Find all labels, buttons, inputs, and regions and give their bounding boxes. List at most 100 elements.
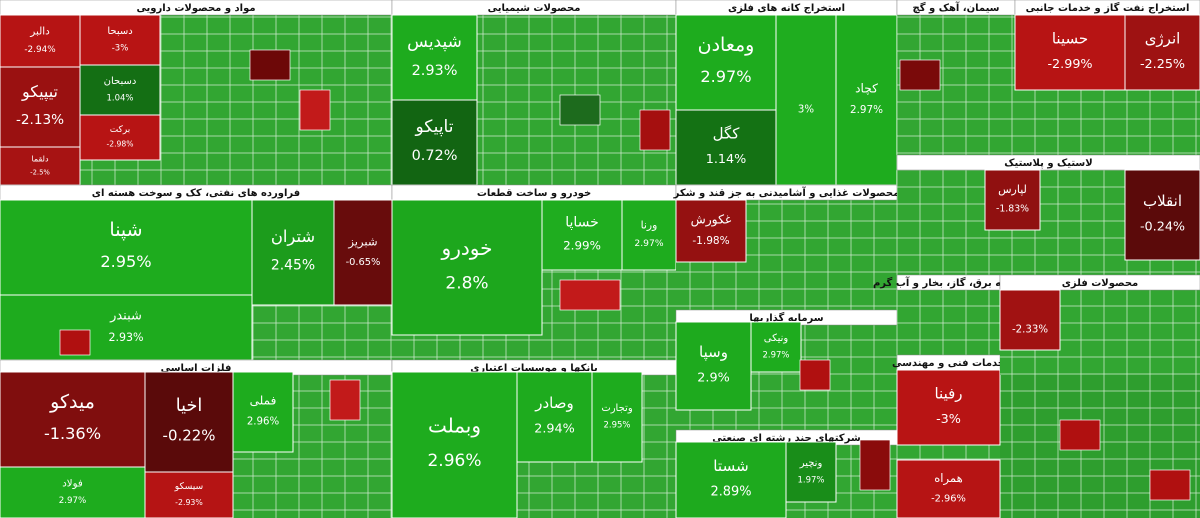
tile-value: 1.97% (797, 476, 824, 486)
tile-label: تاپیکو (415, 117, 454, 137)
tile-value: 2.97% (850, 104, 883, 116)
tile-label: غکورش (691, 211, 732, 227)
tile-label: برکت (110, 125, 131, 135)
tile-value: -1.98% (692, 235, 729, 247)
filler-tile (859, 439, 891, 491)
tile-value: -3% (112, 44, 129, 54)
tile-value: 2.95% (603, 421, 630, 431)
tile-value: 1.04% (106, 94, 133, 104)
tile (0, 199, 253, 296)
tile-value: -0.22% (163, 427, 216, 445)
tile-label: کگل (713, 125, 741, 143)
tile-label: شبریز (347, 235, 377, 250)
tile (675, 14, 777, 111)
tile-label: وسپا (699, 343, 728, 362)
tile-value: -1.83% (996, 203, 1029, 214)
tile-label: شپدیس (407, 32, 462, 52)
tile (675, 321, 752, 411)
sector-title: سرمایه گذاریها (749, 311, 823, 324)
tile-label: وتجارت (601, 403, 633, 414)
tile-label: شستا (713, 457, 749, 475)
tile-value: -2.13% (16, 112, 64, 128)
tile-label: لپارس (998, 183, 1027, 196)
tile-value: -2.33% (1012, 325, 1048, 336)
tile (1124, 14, 1200, 91)
tile-value: -2.98% (106, 140, 133, 149)
sector-title: محصولات فلزی (1062, 278, 1139, 289)
sector-title: عرضه برق، گاز، بخار و آب گرم (873, 276, 1024, 289)
tile (144, 471, 234, 518)
tile-label: شبندر (109, 308, 142, 323)
tile-label: خودرو (441, 236, 493, 260)
tile-label: اخیا (176, 396, 202, 416)
tile (79, 64, 161, 116)
tile-label: وبملت (428, 414, 481, 438)
tile (675, 199, 747, 263)
tile-value: -2.99% (1047, 57, 1092, 72)
tile (391, 371, 518, 518)
tile-value: 0.72% (412, 148, 458, 164)
tile-value: 2.96% (427, 451, 481, 471)
sector-title: بانکها و موسسات اعتباری (470, 363, 597, 374)
tile-value: 2.93% (412, 63, 458, 79)
tile-value: -2.93% (175, 498, 203, 507)
tile (0, 146, 81, 186)
sector-title: محصولات شیمیایی (488, 3, 581, 14)
tile-value: -2.94% (24, 45, 55, 55)
sector-grid (897, 290, 1000, 355)
tile-label: تیپیکو (21, 82, 58, 102)
filler-tile (639, 109, 671, 151)
tile (0, 14, 81, 68)
tile-value: 2.97% (634, 238, 663, 249)
tile-value: 2.97% (700, 67, 751, 86)
tile-label: دلقما (31, 154, 49, 163)
tile-value: 2.9% (697, 371, 729, 386)
tile-label: دسبحا (107, 26, 132, 37)
tile (541, 199, 623, 271)
tile (999, 289, 1061, 351)
filler-tile (1059, 419, 1101, 451)
tile (516, 371, 593, 463)
tile (775, 14, 837, 186)
tile-value: -0.65% (346, 257, 381, 268)
tile (835, 14, 898, 186)
sector-title: شرکتهای چند رشته ای صنعتی (712, 433, 861, 444)
tile-label: فولاد (62, 478, 83, 489)
tile (750, 321, 802, 373)
tile-value: 3% (798, 105, 814, 116)
sector-title: فراورده های نفتی، کک و سوخت هسته ای (92, 188, 300, 199)
tile-value: 2.95% (100, 252, 151, 271)
tile-label: سیسکو (174, 481, 204, 492)
tile (0, 66, 81, 148)
tile (0, 466, 146, 518)
tile-label: وصادر (534, 394, 573, 412)
tile-value: -2.96% (931, 493, 966, 504)
tile (896, 459, 1001, 518)
tile-value: 2.97% (59, 496, 87, 506)
tile-label: کچاد (855, 82, 878, 96)
sector-title: استخراج نفت گاز و خدمات جانبی (1026, 1, 1190, 14)
tile-value: -1.36% (44, 424, 101, 443)
tile-value: 2.45% (271, 258, 315, 274)
tile (675, 441, 787, 518)
tile-label: شپنا (109, 219, 142, 241)
filler-tile (799, 359, 831, 391)
tile-value: 2.97% (762, 351, 789, 361)
sector-title: فلزات اساسی (161, 363, 232, 374)
tile (896, 369, 1001, 446)
tile (0, 294, 253, 361)
tile-label: انرژی (1145, 30, 1181, 48)
sector-title: استخراج کانه های فلزی (728, 3, 845, 14)
sector-header (999, 274, 1200, 291)
tile-value: 2.93% (108, 331, 143, 344)
tile-label: ومعادن (698, 34, 755, 56)
tile (391, 99, 478, 186)
tile-label: فملی (250, 394, 277, 408)
filler-tile (899, 59, 941, 91)
filler-tile (59, 329, 91, 356)
tile (79, 114, 161, 161)
tile (1014, 14, 1126, 91)
tile-label: خساپا (565, 214, 599, 230)
tile (675, 109, 777, 186)
tile-label: همراه (934, 471, 963, 486)
